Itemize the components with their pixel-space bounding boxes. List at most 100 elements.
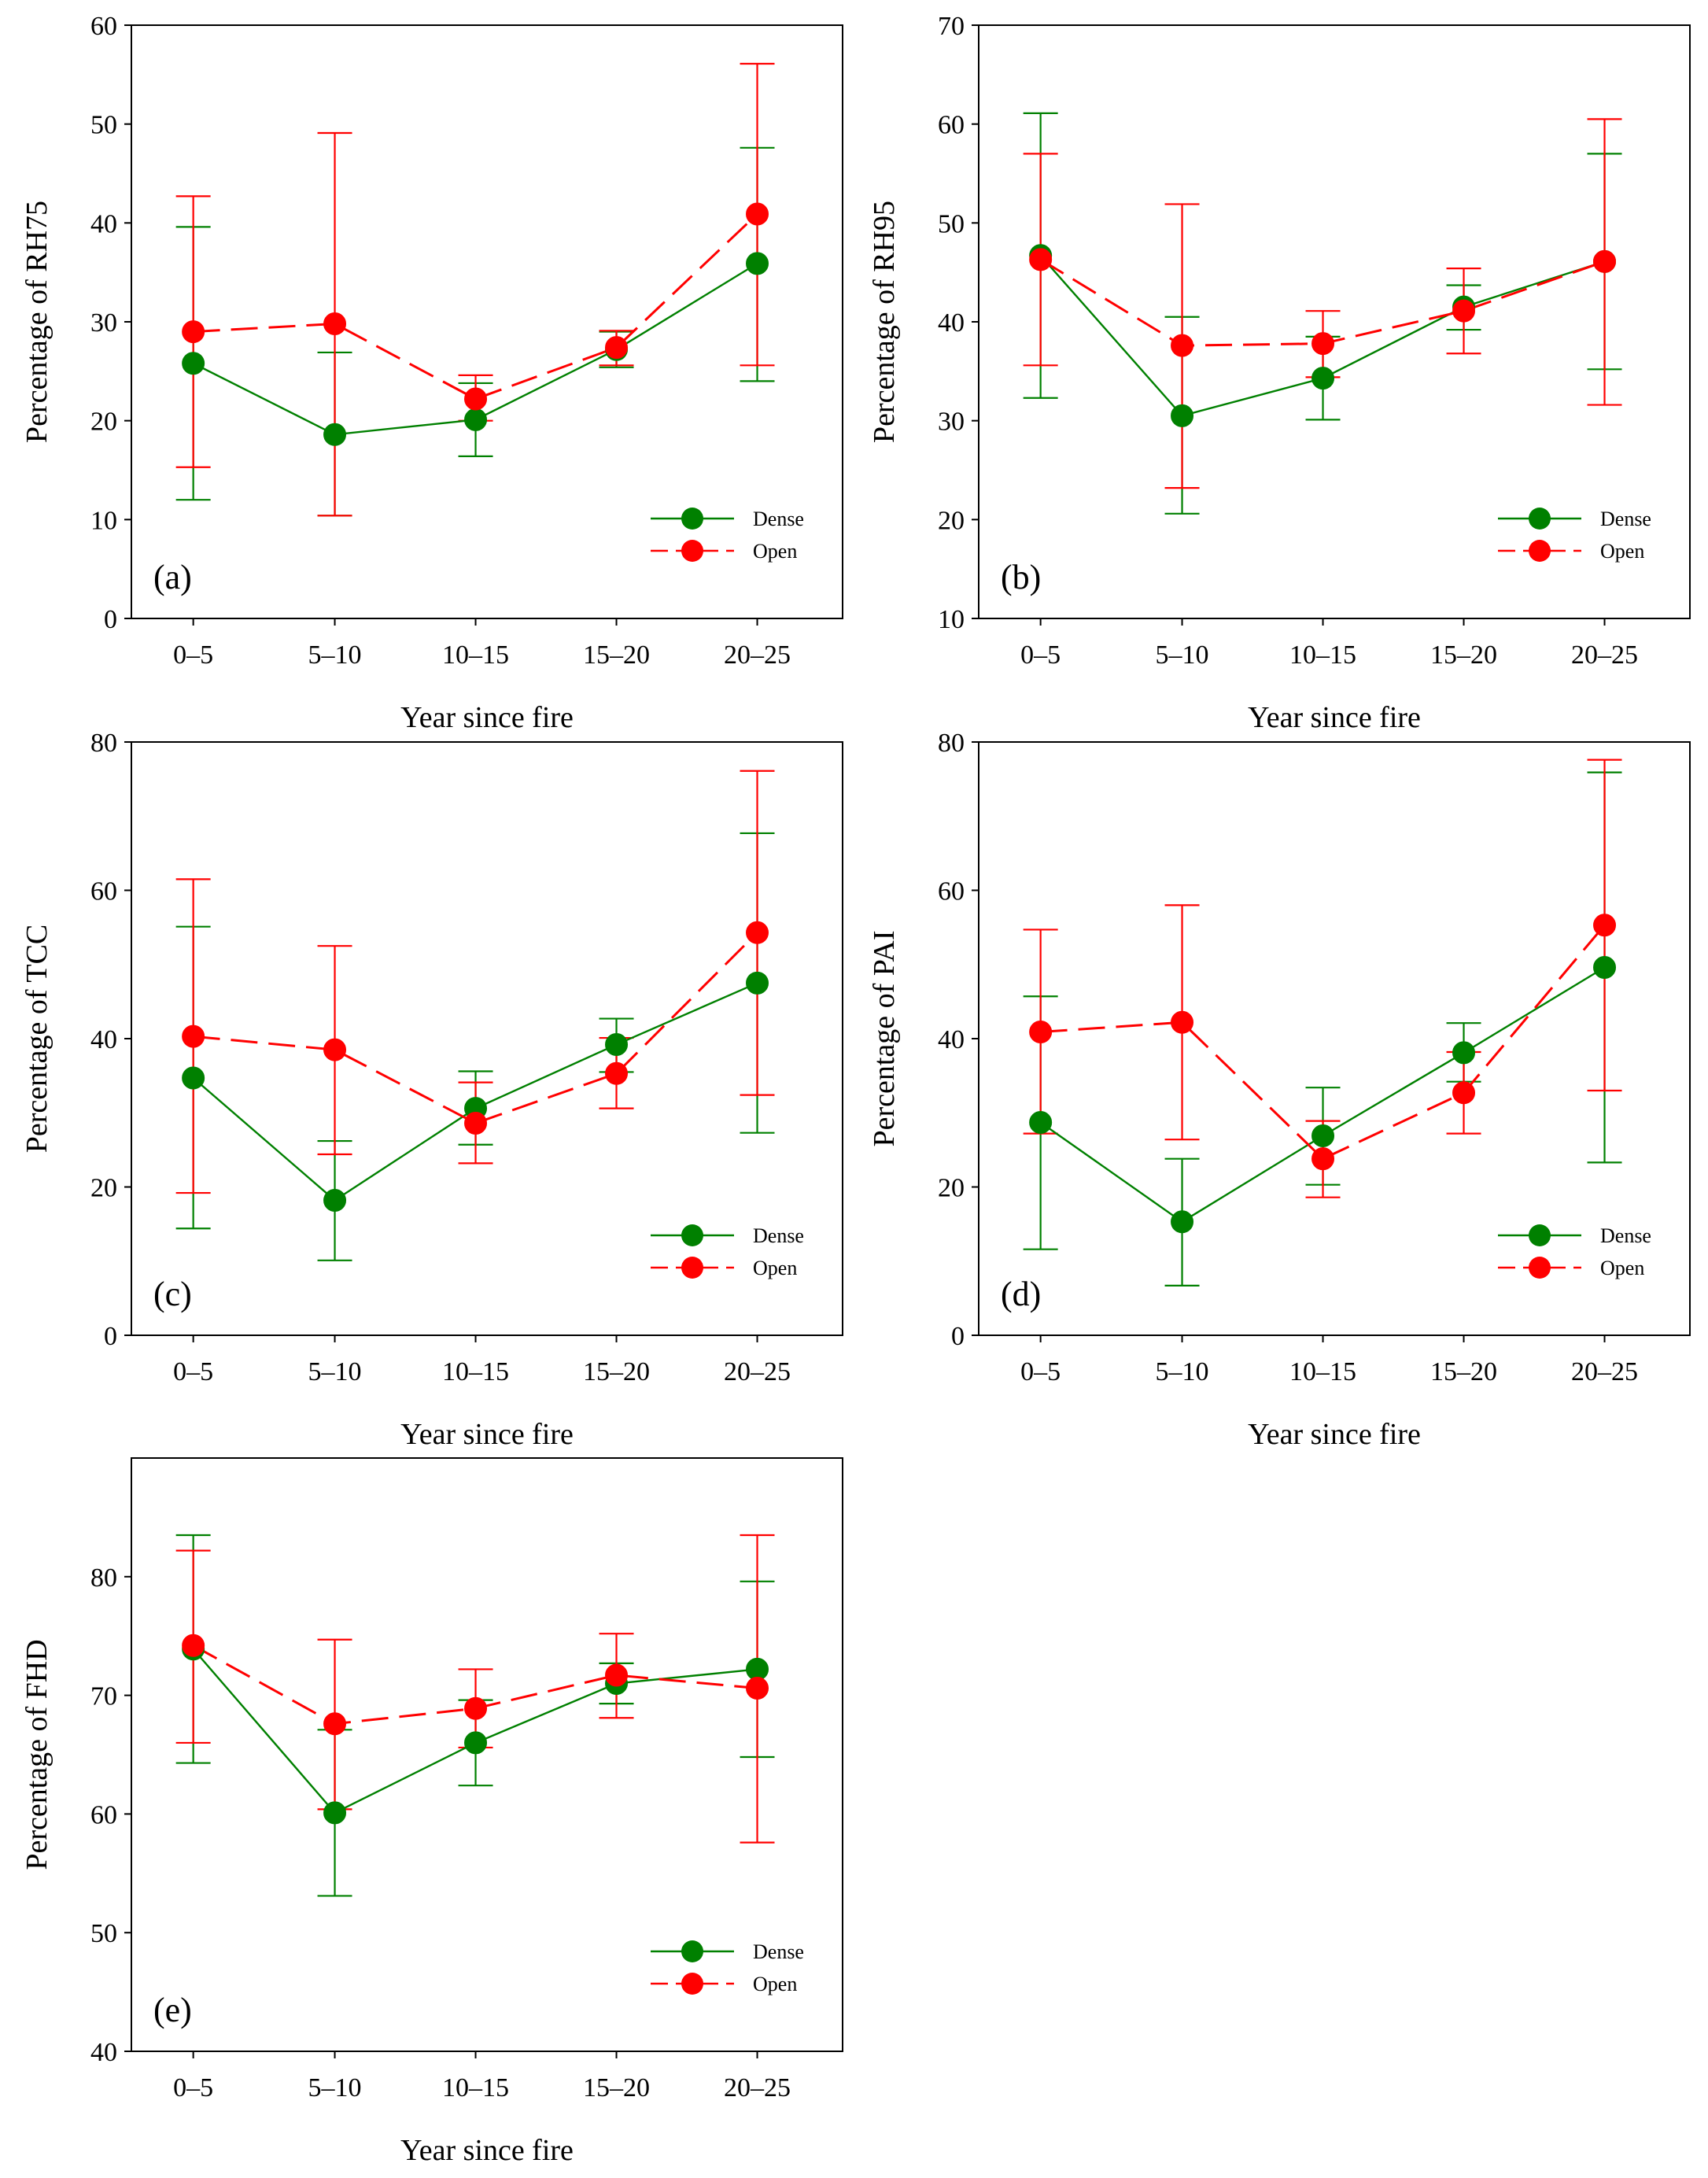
chart-panel: 40 50 60 70 80 0–5 5–10 10–15 15–20 20–25 Year sin… — [20, 1457, 843, 2167]
legend-marker-dense — [681, 1224, 703, 1246]
legend-marker-dense — [1529, 1224, 1551, 1246]
y-axis-title: Percentage of RH75 — [20, 201, 53, 443]
x-tick-label: 5–10 — [308, 640, 362, 670]
data-point-open — [1311, 1147, 1335, 1171]
y-axis-title: Percentage of PAI — [868, 930, 901, 1146]
legend-marker-open — [681, 1257, 703, 1279]
y-tick-label: 40 — [90, 209, 117, 238]
y-tick-label: 30 — [938, 408, 965, 437]
legend-marker-open — [1529, 1257, 1551, 1279]
x-axis-title: Year since fire — [400, 1418, 574, 1451]
y-tick-label: 40 — [938, 1025, 965, 1054]
legend-marker-dense — [681, 508, 703, 530]
data-point-open — [1593, 914, 1617, 937]
x-axis-title: Year since fire — [400, 701, 574, 734]
data-point-open — [1452, 299, 1476, 323]
data-point-dense — [746, 971, 769, 995]
x-axis-title: Year since fire — [400, 2134, 574, 2167]
x-tick-label: 10–15 — [1289, 640, 1356, 670]
series-line-open — [1040, 924, 1606, 1161]
y-tick-label: 80 — [938, 729, 965, 758]
legend-label-open: Open — [1600, 1257, 1644, 1279]
data-point-open — [746, 202, 769, 226]
legend-marker-open — [1529, 540, 1551, 562]
data-point-dense — [323, 1188, 347, 1212]
data-point-open — [1593, 249, 1617, 273]
y-tick-label: 50 — [90, 111, 117, 140]
x-tick-label: 10–15 — [442, 640, 509, 670]
y-tick-label: 20 — [90, 1174, 117, 1203]
y-tick-label: 0 — [951, 1322, 965, 1351]
y-tick-label: 60 — [938, 877, 965, 906]
x-tick-label: 15–20 — [583, 640, 650, 670]
data-point-open — [605, 1061, 629, 1085]
data-point-open — [1311, 332, 1335, 356]
plot-frame — [978, 24, 1691, 619]
legend-label-dense: Dense — [1600, 508, 1651, 530]
chart-panel: 0 20 40 60 80 0–5 5–10 10–15 15–20 20–25 Year sinc… — [868, 729, 1691, 1451]
legend-marker-dense — [681, 1940, 703, 1962]
data-point-dense — [1452, 1041, 1476, 1065]
data-point-dense — [1171, 404, 1194, 427]
data-point-open — [1029, 248, 1053, 271]
x-tick-label: 10–15 — [442, 2073, 509, 2102]
legend-label-open: Open — [753, 1973, 797, 1995]
data-point-dense — [464, 408, 488, 431]
data-point-dense — [1171, 1210, 1194, 1234]
legend-label-dense: Dense — [753, 508, 804, 530]
plot-frame — [131, 741, 843, 1336]
y-tick-label: 50 — [938, 209, 965, 238]
legend-label-open: Open — [1600, 540, 1644, 563]
y-tick-label: 0 — [104, 1322, 117, 1351]
data-point-open — [464, 387, 488, 411]
y-tick-label: 50 — [90, 1919, 117, 1948]
x-tick-label: 15–20 — [583, 2073, 650, 2102]
y-tick-label: 70 — [90, 1682, 117, 1711]
data-point-dense — [1029, 1111, 1053, 1135]
data-point-open — [746, 921, 769, 944]
data-point-open — [605, 336, 629, 360]
data-point-open — [1171, 334, 1194, 357]
data-point-dense — [323, 1801, 347, 1825]
legend-marker-dense — [1529, 508, 1551, 530]
legend-label-open: Open — [753, 1257, 797, 1279]
y-tick-label: 20 — [938, 506, 965, 535]
data-point-open — [746, 1677, 769, 1700]
data-point-open — [323, 1038, 347, 1061]
y-tick-label: 40 — [90, 2038, 117, 2067]
y-axis-title: Percentage of RH95 — [868, 201, 901, 443]
x-tick-label: 0–5 — [173, 640, 213, 670]
data-point-dense — [1311, 1124, 1335, 1147]
x-tick-label: 5–10 — [1156, 1357, 1209, 1386]
plot-frame — [131, 1457, 843, 2052]
data-point-dense — [323, 423, 347, 446]
y-tick-label: 30 — [90, 308, 117, 338]
x-tick-label: 0–5 — [1020, 1357, 1061, 1386]
y-tick-label: 10 — [938, 605, 965, 634]
data-point-open — [182, 1024, 205, 1048]
data-point-open — [182, 1634, 205, 1657]
legend-label-open: Open — [753, 540, 797, 563]
x-tick-label: 0–5 — [1020, 640, 1061, 670]
x-tick-label: 20–25 — [1571, 1357, 1638, 1386]
y-tick-label: 10 — [90, 506, 117, 535]
panel-label: (a) — [153, 558, 192, 596]
y-tick-label: 20 — [90, 408, 117, 437]
chart-panel: 10 20 30 40 50 60 70 0–5 5–10 10–15 15–20 20–25 Year… — [868, 12, 1691, 734]
x-tick-label: 20–25 — [1571, 640, 1638, 670]
x-tick-label: 10–15 — [442, 1357, 509, 1386]
x-tick-label: 20–25 — [724, 2073, 791, 2102]
data-point-dense — [1593, 956, 1617, 980]
x-tick-label: 5–10 — [308, 2073, 362, 2102]
data-point-open — [605, 1663, 629, 1687]
panel-label: (d) — [1001, 1275, 1041, 1313]
y-tick-label: 60 — [938, 111, 965, 140]
data-point-open — [323, 312, 347, 336]
y-tick-label: 40 — [90, 1025, 117, 1054]
data-point-open — [1452, 1081, 1476, 1105]
data-point-open — [182, 320, 205, 344]
legend-marker-open — [681, 1973, 703, 1995]
legend-label-dense: Dense — [753, 1224, 804, 1247]
x-tick-label: 5–10 — [1156, 640, 1209, 670]
x-axis-title: Year since fire — [1248, 701, 1421, 734]
